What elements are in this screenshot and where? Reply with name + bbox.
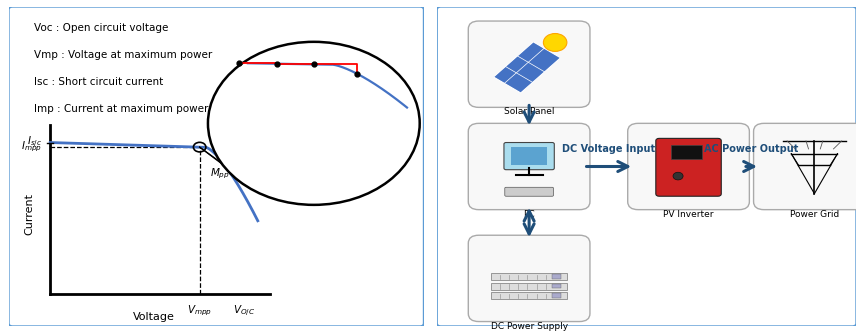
Polygon shape xyxy=(493,42,561,93)
Text: Solar Panel: Solar Panel xyxy=(504,107,554,116)
Text: $V_{mpp}$: $V_{mpp}$ xyxy=(187,304,212,318)
FancyBboxPatch shape xyxy=(656,139,721,196)
FancyBboxPatch shape xyxy=(671,145,702,159)
FancyBboxPatch shape xyxy=(552,293,561,298)
Circle shape xyxy=(673,172,683,180)
Circle shape xyxy=(208,42,420,205)
Text: PC: PC xyxy=(523,210,535,219)
Text: Isc : Short circuit current: Isc : Short circuit current xyxy=(34,77,163,87)
FancyBboxPatch shape xyxy=(468,21,590,107)
FancyBboxPatch shape xyxy=(491,282,567,290)
Circle shape xyxy=(543,34,567,51)
Text: Power Grid: Power Grid xyxy=(790,210,839,219)
Text: $I_{mpp}$: $I_{mpp}$ xyxy=(21,140,42,154)
FancyBboxPatch shape xyxy=(491,292,567,299)
Text: Vmp : Voltage at maximum power: Vmp : Voltage at maximum power xyxy=(34,50,212,60)
FancyBboxPatch shape xyxy=(628,123,749,210)
FancyBboxPatch shape xyxy=(552,274,561,279)
FancyBboxPatch shape xyxy=(753,123,865,210)
FancyBboxPatch shape xyxy=(468,235,590,322)
FancyBboxPatch shape xyxy=(505,187,554,196)
FancyBboxPatch shape xyxy=(504,143,554,170)
Text: Voc : Open circuit voltage: Voc : Open circuit voltage xyxy=(34,23,168,33)
FancyBboxPatch shape xyxy=(468,123,590,210)
Text: DC Voltage Input: DC Voltage Input xyxy=(562,144,656,154)
FancyBboxPatch shape xyxy=(437,7,856,326)
FancyBboxPatch shape xyxy=(491,273,567,280)
Text: Current: Current xyxy=(24,193,35,235)
FancyBboxPatch shape xyxy=(511,147,548,165)
Text: $M_{pp}$: $M_{pp}$ xyxy=(210,166,230,181)
Text: AC Power Output: AC Power Output xyxy=(704,144,798,154)
Text: $I_{s/c}$: $I_{s/c}$ xyxy=(27,135,42,150)
Text: Imp : Current at maximum power: Imp : Current at maximum power xyxy=(34,104,208,114)
Text: PV Inverter: PV Inverter xyxy=(663,210,714,219)
Text: $V_{O/C}$: $V_{O/C}$ xyxy=(234,304,255,319)
FancyBboxPatch shape xyxy=(9,7,424,326)
Text: DC Power Supply: DC Power Supply xyxy=(490,322,567,331)
Text: Voltage: Voltage xyxy=(133,312,175,322)
FancyBboxPatch shape xyxy=(552,284,561,288)
